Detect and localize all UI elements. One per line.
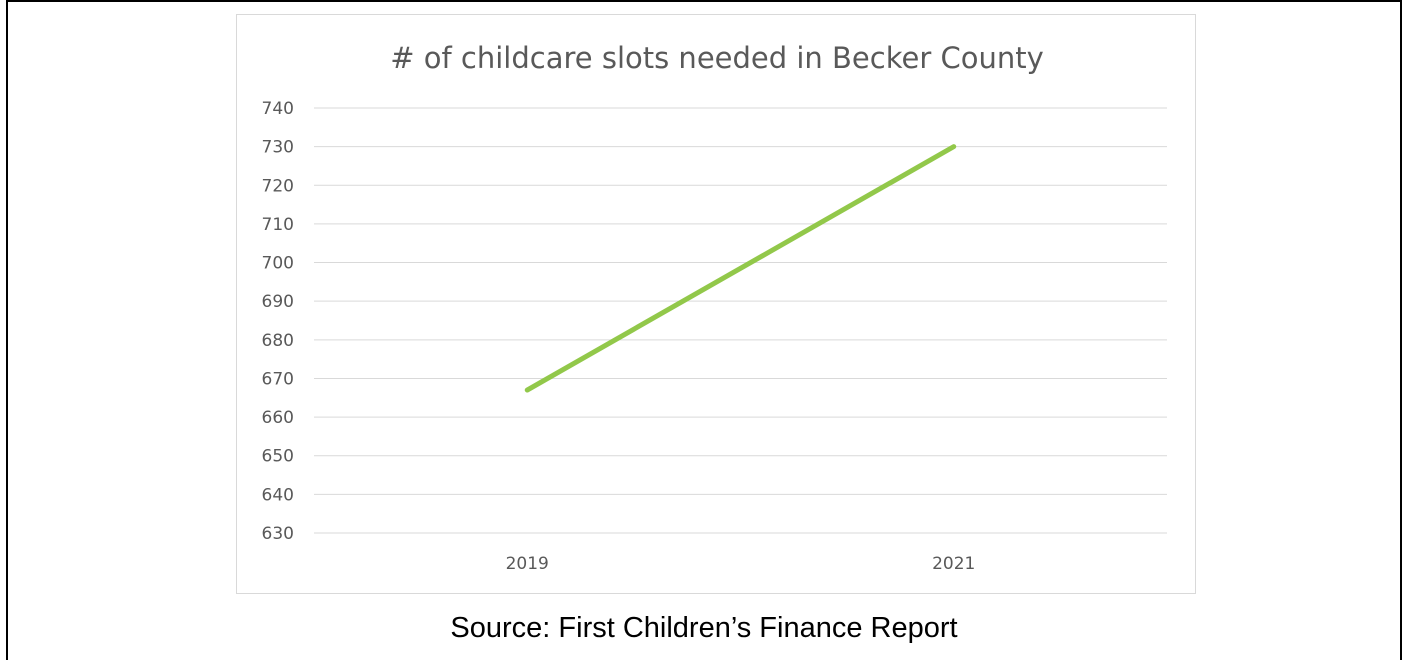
series-layer xyxy=(524,144,957,393)
y-tick-label: 660 xyxy=(262,408,294,428)
y-tick-label: 630 xyxy=(262,524,294,544)
chart-title: # of childcare slots needed in Becker Co… xyxy=(390,41,1044,75)
y-tick-label: 720 xyxy=(262,176,294,196)
gridlines xyxy=(314,107,1167,534)
y-tick-label: 730 xyxy=(262,138,294,158)
page-frame xyxy=(6,0,1402,660)
x-tick-label: 2021 xyxy=(932,554,975,574)
chart-panel: # of childcare slots needed in Becker Co… xyxy=(236,14,1196,594)
line-chart: # of childcare slots needed in Becker Co… xyxy=(262,41,1167,574)
y-tick-label: 710 xyxy=(262,215,294,235)
series-line xyxy=(524,144,957,393)
y-axis-ticks: 630 640 650 660 670 680 690 700 710 720 730 740 xyxy=(262,99,294,544)
y-tick-label: 680 xyxy=(262,331,294,351)
y-tick-label: 670 xyxy=(262,369,294,389)
x-axis-ticks: 2019 2021 xyxy=(506,554,976,574)
y-tick-label: 640 xyxy=(262,485,294,505)
y-tick-label: 650 xyxy=(262,447,294,467)
source-caption: Source: First Children’s Finance Report xyxy=(450,612,958,644)
x-tick-label: 2019 xyxy=(506,554,549,574)
y-tick-label: 740 xyxy=(262,99,294,119)
y-tick-label: 700 xyxy=(262,254,294,274)
y-tick-label: 690 xyxy=(262,292,294,312)
